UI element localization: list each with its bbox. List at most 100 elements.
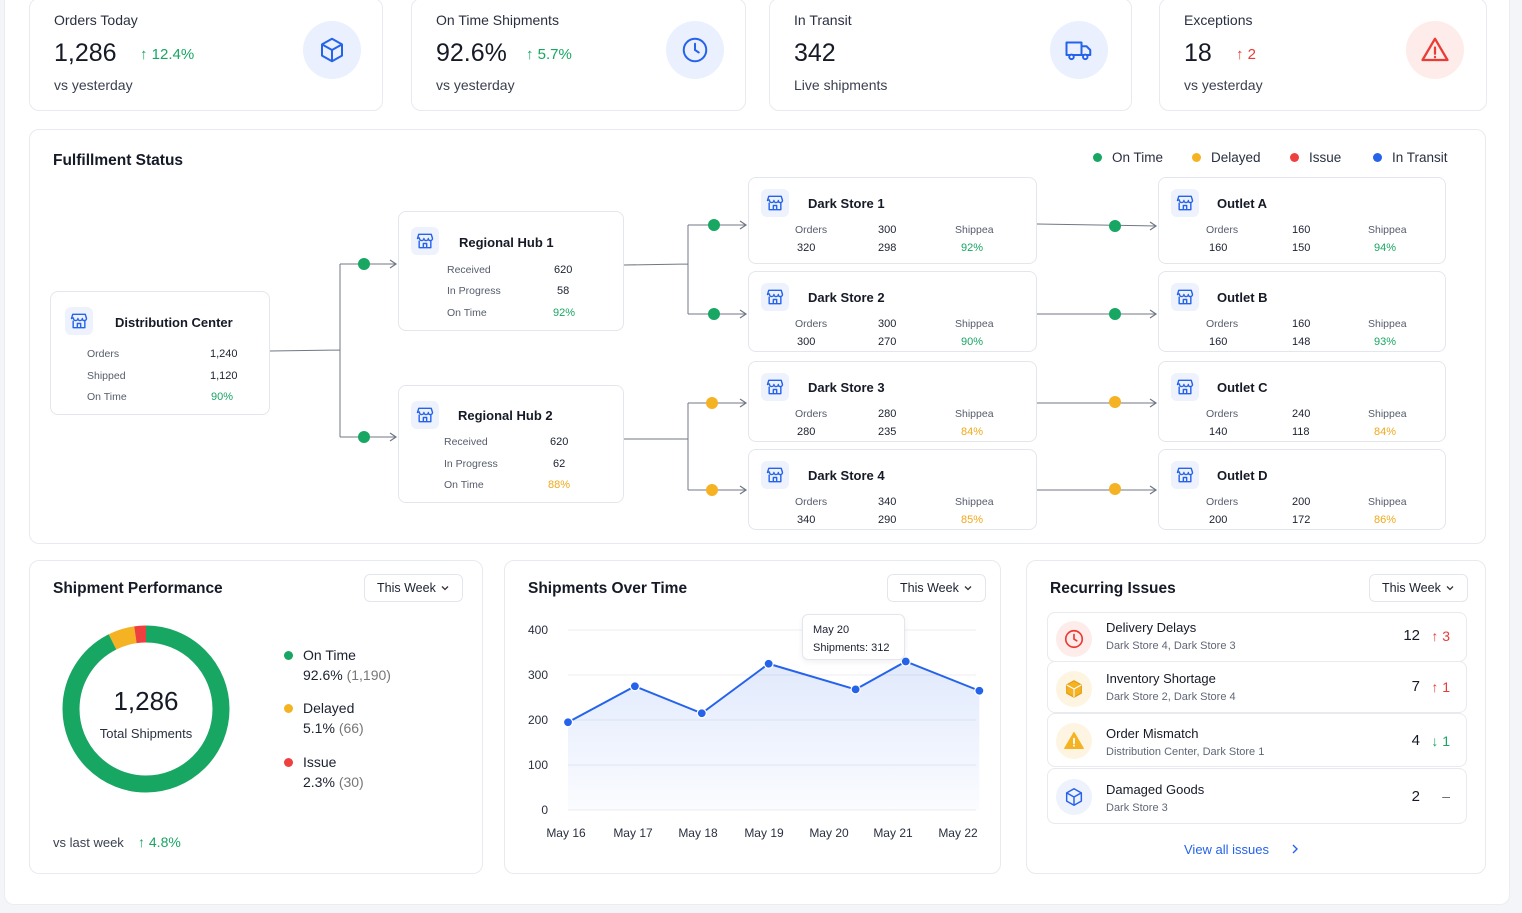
- node-outlet-2[interactable]: Outlet B Orders 160 160 148 Shippea 93%: [1158, 271, 1446, 352]
- perf-count: (66): [338, 720, 364, 736]
- dropdown-label: This Week: [377, 581, 436, 595]
- node-dark-store-3[interactable]: Dark Store 3 Orders 280 280 235 Shippea …: [748, 361, 1037, 442]
- node-value: 300: [878, 318, 897, 330]
- alert-icon: [1406, 21, 1464, 79]
- perf-label: On Time: [303, 647, 356, 663]
- node-label: On Time: [87, 391, 127, 403]
- node-value: 300: [797, 336, 816, 348]
- perf-count: (1,190): [346, 667, 391, 683]
- node-value: 320: [797, 242, 816, 254]
- node-value: 172: [1292, 514, 1311, 526]
- store-icon: [411, 401, 439, 429]
- node-regional-hub-1[interactable]: Regional Hub 1 Received 620 In Progress …: [398, 211, 624, 331]
- node-title: Dark Store 1: [808, 196, 885, 211]
- period-dropdown[interactable]: This Week: [1369, 574, 1468, 602]
- warning-icon: [1056, 723, 1092, 759]
- node-title: Outlet A: [1217, 196, 1268, 211]
- node-value: 1,120: [210, 370, 238, 382]
- node-title: Dark Store 3: [808, 380, 885, 395]
- node-value: 92%: [553, 307, 576, 319]
- view-all-issues-link[interactable]: View all issues: [1184, 842, 1298, 857]
- node-outlet-4[interactable]: Outlet D Orders 200 200 172 Shippea 86%: [1158, 449, 1446, 530]
- issue-row-order-mismatch[interactable]: Order Mismatch Distribution Center, Dark…: [1047, 713, 1467, 767]
- node-label: Shippea: [955, 408, 994, 420]
- section-title: Recurring Issues: [1050, 580, 1176, 597]
- issue-title: Order Mismatch: [1106, 726, 1199, 741]
- node-dark-store-4[interactable]: Dark Store 4 Orders 340 340 290 Shippea …: [748, 449, 1037, 530]
- node-label: Shippea: [1368, 224, 1407, 236]
- issue-row-delivery-delays[interactable]: Delivery Delays Dark Store 4, Dark Store…: [1047, 612, 1467, 662]
- node-outlet-3[interactable]: Outlet C Orders 140 240 118 Shippea 84%: [1158, 361, 1446, 442]
- kpi-delta: ↑ 2: [1236, 46, 1257, 63]
- kpi-label: Orders Today: [54, 12, 138, 28]
- node-outlet-1[interactable]: Outlet A Orders 160 160 150 Shippea 94%: [1158, 177, 1446, 264]
- node-label: Orders: [795, 496, 828, 508]
- issue-row-inventory-shortage[interactable]: Inventory Shortage Dark Store 2, Dark St…: [1047, 661, 1467, 713]
- kpi-label: Exceptions: [1184, 12, 1253, 28]
- node-value: 85%: [961, 514, 984, 526]
- status-dot: [706, 397, 718, 409]
- section-title: Shipment Performance: [53, 580, 223, 597]
- period-dropdown[interactable]: This Week: [364, 574, 463, 602]
- node-label: Shippea: [1368, 496, 1407, 508]
- node-dark-store-1[interactable]: Dark Store 1 Orders 320 300 298 Shippea …: [748, 177, 1037, 264]
- node-value: 84%: [1374, 426, 1397, 438]
- donut-slice-issue: [62, 625, 230, 793]
- legend-in-transit: In Transit: [1373, 150, 1448, 165]
- chevron-down-icon: [1445, 582, 1455, 596]
- data-point: [850, 684, 861, 695]
- status-dot: [358, 258, 370, 270]
- node-label: On Time: [444, 479, 484, 491]
- store-icon: [411, 227, 439, 255]
- node-value: 93%: [1374, 336, 1397, 348]
- issue-title: Delivery Delays: [1106, 620, 1197, 635]
- dropdown-label: This Week: [900, 581, 959, 595]
- node-value: 160: [1209, 336, 1228, 348]
- node-value: 118: [1292, 426, 1310, 438]
- legend-on-time: On Time: [1093, 150, 1163, 165]
- data-point: [629, 681, 640, 692]
- node-title: Outlet C: [1217, 380, 1268, 395]
- period-dropdown[interactable]: This Week: [887, 574, 986, 602]
- cube-icon: [1056, 671, 1092, 707]
- node-value: 270: [878, 336, 897, 348]
- node-regional-hub-2[interactable]: Regional Hub 2 Received 620 In Progress …: [398, 385, 624, 503]
- x-tick-label: May 21: [873, 826, 913, 840]
- node-dark-store-2[interactable]: Dark Store 2 Orders 300 300 270 Shippea …: [748, 271, 1037, 352]
- y-tick-label: 200: [528, 713, 548, 727]
- issue-row-damaged-goods[interactable]: Damaged Goods Dark Store 3 2 –: [1047, 768, 1467, 824]
- node-title: Outlet D: [1217, 468, 1268, 483]
- node-label: Orders: [1206, 496, 1239, 508]
- node-value: 94%: [1374, 242, 1397, 254]
- status-dot: [358, 431, 370, 443]
- node-distribution-center[interactable]: Distribution Center Orders 1,240 Shipped…: [50, 291, 270, 415]
- donut-total-label: Total Shipments: [99, 726, 193, 741]
- chevron-right-icon: [1290, 843, 1300, 858]
- donut-chart: [62, 625, 230, 793]
- node-value: 86%: [1374, 514, 1397, 526]
- y-tick-label: 100: [528, 758, 548, 772]
- status-dot: [1109, 308, 1121, 320]
- issue-title: Damaged Goods: [1106, 782, 1205, 797]
- store-icon: [1171, 283, 1199, 311]
- node-label: Orders: [1206, 224, 1239, 236]
- node-title: Outlet B: [1217, 290, 1268, 305]
- chevron-down-icon: [963, 582, 973, 596]
- node-label: Shipped: [87, 370, 126, 382]
- node-value: 340: [797, 514, 816, 526]
- node-value: 62: [553, 458, 566, 470]
- node-value: 160: [1292, 318, 1311, 330]
- store-icon: [1171, 373, 1199, 401]
- issue-delta: ↓ 1: [1431, 733, 1450, 749]
- issue-count: 4: [1411, 732, 1420, 749]
- node-title: Regional Hub 1: [459, 235, 554, 250]
- issue-sub: Dark Store 4, Dark Store 3: [1106, 640, 1236, 652]
- y-tick-label: 300: [528, 668, 548, 682]
- link-label: View all issues: [1184, 842, 1270, 857]
- store-icon: [1171, 461, 1199, 489]
- store-icon: [761, 461, 789, 489]
- node-value: 235: [878, 426, 897, 438]
- x-tick-label: May 22: [938, 826, 978, 840]
- kpi-sub: vs yesterday: [54, 77, 133, 93]
- issue-delta: ↑ 3: [1431, 628, 1450, 644]
